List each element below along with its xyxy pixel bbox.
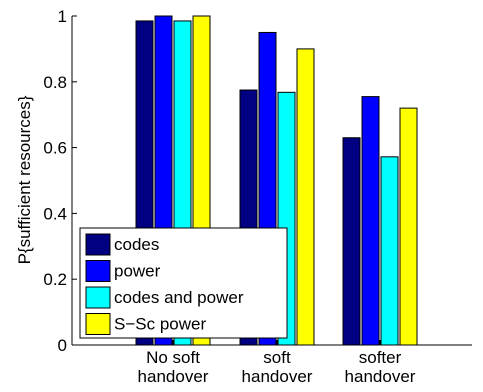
- axes-group: [71, 16, 472, 346]
- y-tick-label-2: 0.4: [43, 204, 67, 223]
- bar-3-2: [399, 107, 418, 346]
- bar-3-1: [296, 48, 315, 346]
- x-tick-label-1: soft handover: [242, 348, 313, 386]
- bar-0-2: [342, 137, 361, 346]
- y-tick-label-5: 1: [58, 7, 67, 26]
- legend-label-1: power: [114, 262, 161, 281]
- bar-2-2: [380, 156, 399, 346]
- y-tick-label-1: 0.2: [43, 270, 67, 289]
- x-tick-label-0: No soft handover: [138, 348, 209, 386]
- x-tick-label-2: softer handover: [345, 348, 416, 386]
- bar-1-2: [361, 96, 380, 346]
- y-tick-label-4: 0.8: [43, 73, 67, 92]
- legend-swatch-3: [85, 313, 111, 335]
- legend-label-0: codes: [114, 235, 159, 254]
- legend-label-2: codes and power: [114, 288, 244, 307]
- y-tick-label-3: 0.6: [43, 139, 67, 158]
- x-ticks-group: No soft handover soft handover softer handove…: [138, 340, 416, 386]
- y-ticks-group: 0 0.2 0.4 0.6 0.8 1: [43, 7, 77, 355]
- legend: codes power codes and power S−Sc power: [79, 227, 288, 339]
- legend-box: [79, 227, 288, 339]
- legend-swatch-1: [85, 260, 111, 282]
- legend-label-3: S−Sc power: [114, 315, 206, 334]
- y-tick-label-0: 0: [58, 336, 67, 355]
- y-axis-label: P{sufficient resources}: [15, 95, 34, 264]
- legend-swatch-2: [85, 286, 111, 309]
- legend-swatch-0: [85, 233, 111, 256]
